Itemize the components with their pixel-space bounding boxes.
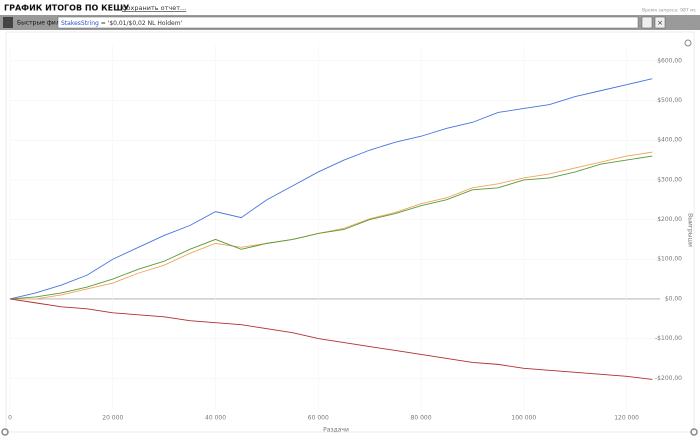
y-tick-label: -$100,00 <box>655 335 682 342</box>
y-tick-label: $500,00 <box>657 97 682 104</box>
zoom-icon[interactable] <box>684 39 692 47</box>
x-tick-label: 100 000 <box>511 415 536 422</box>
series-line <box>9 155 653 300</box>
clear-button[interactable] <box>654 16 666 29</box>
filter-value: = '$0,01/$0,02 NL Holdem' <box>99 20 183 27</box>
filter-icon[interactable] <box>3 17 13 28</box>
plot: -$200,00 -$100,00 $0,00 $100,00 $200,00 $300,… <box>8 45 682 422</box>
chart-frame <box>5 31 695 433</box>
filter-input[interactable] <box>57 16 639 29</box>
x-tick-label: 60 000 <box>308 415 329 422</box>
y-tick-label: $0,00 <box>665 295 682 302</box>
series-line <box>10 151 653 300</box>
title: ГРАФИК ИТОГОВ ПО КЕШУ <box>4 4 129 13</box>
x-tick-label: 80 000 <box>411 415 432 422</box>
y-tick-label: $600,00 <box>657 57 682 64</box>
filter-text: StakesString = '$0,01/$0,02 NL Holdem' <box>61 20 183 27</box>
y-tick-label: $400,00 <box>657 137 682 144</box>
x-tick-label: 20 000 <box>102 415 123 422</box>
y-tick-label: $200,00 <box>657 216 682 223</box>
y-tick-label: $300,00 <box>657 176 682 183</box>
x-axis-label: Раздачи <box>323 427 349 434</box>
title-bar <box>0 0 700 15</box>
filter-field: StakesString <box>61 20 99 27</box>
clear-icon[interactable]: × <box>657 19 663 27</box>
filter-label: Быстрые фильт <box>17 20 67 27</box>
save-button[interactable] <box>641 16 653 29</box>
series-line <box>9 78 653 300</box>
save-link[interactable]: Сохранить отчет... <box>122 4 186 12</box>
query-time: Время запроса: 987 мс <box>642 8 697 14</box>
x-tick-label: 0 <box>8 415 12 422</box>
series-line <box>9 298 653 380</box>
settings-icon[interactable] <box>690 428 698 436</box>
y-axis-label: Выигрыши <box>687 213 694 247</box>
x-tick-label: 120 000 <box>614 415 639 422</box>
y-tick-label: $100,00 <box>657 256 682 263</box>
x-tick-label: 40 000 <box>205 415 226 422</box>
settings-icon[interactable] <box>1 428 9 436</box>
y-tick-label: -$200,00 <box>655 375 682 382</box>
